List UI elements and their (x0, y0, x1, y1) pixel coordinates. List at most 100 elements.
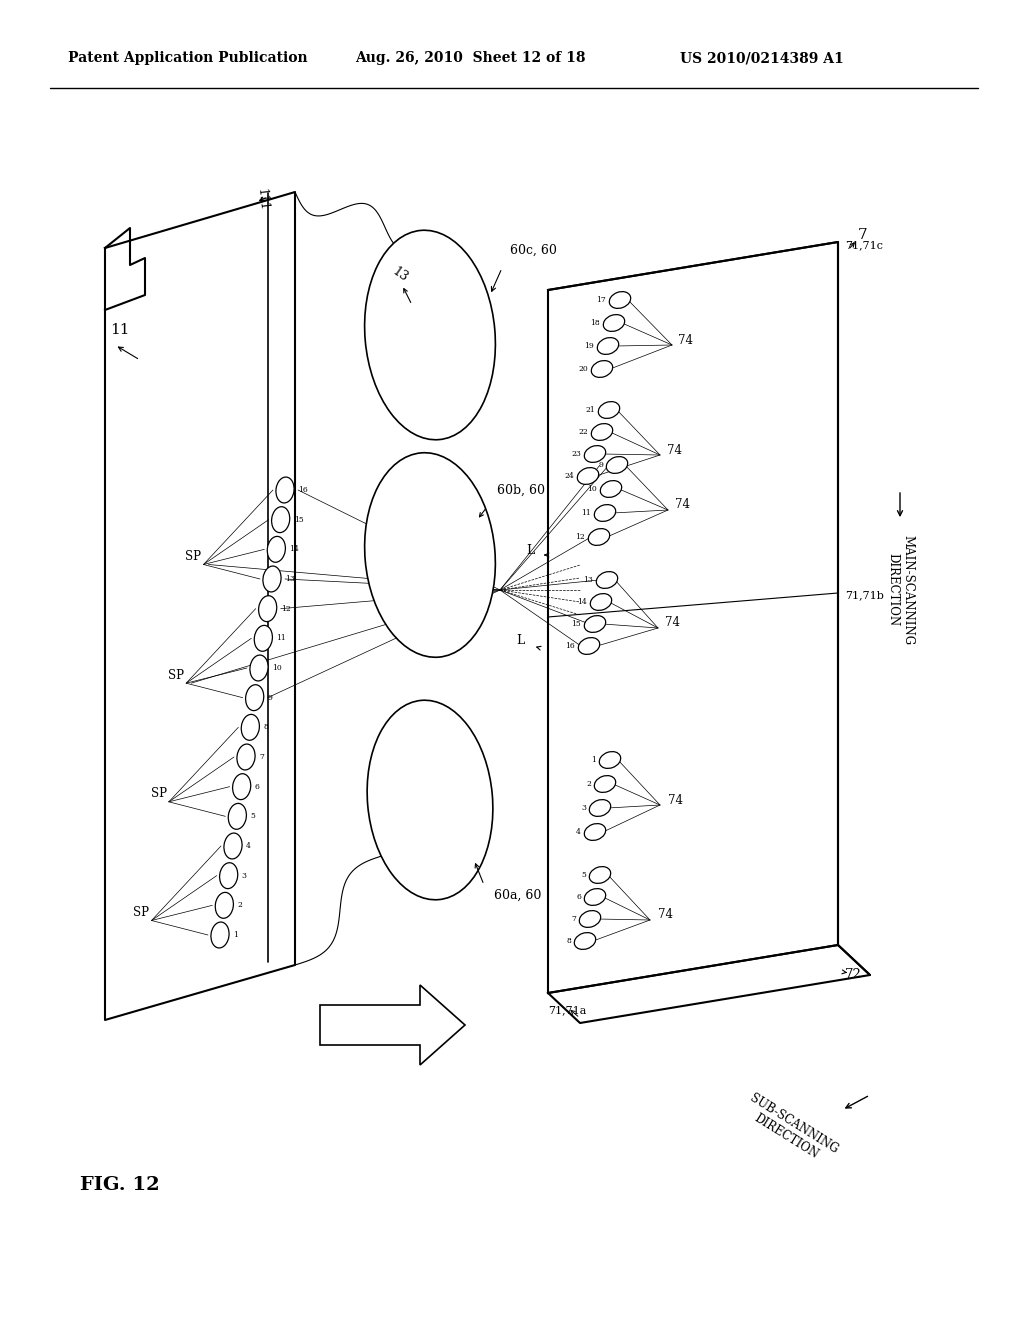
Ellipse shape (246, 685, 264, 710)
Ellipse shape (232, 774, 251, 800)
Text: 24: 24 (564, 473, 574, 480)
Text: 74: 74 (668, 793, 683, 807)
Ellipse shape (242, 714, 259, 741)
Text: MAIN-SCANNING
DIRECTION: MAIN-SCANNING DIRECTION (886, 535, 914, 645)
Ellipse shape (224, 833, 242, 859)
Text: 74: 74 (665, 615, 680, 628)
Text: 22: 22 (579, 428, 588, 436)
Text: 20: 20 (579, 366, 588, 374)
Ellipse shape (579, 638, 600, 655)
Text: 9: 9 (267, 694, 272, 702)
Text: 11: 11 (276, 635, 286, 643)
Text: 3: 3 (242, 871, 247, 879)
Text: 19: 19 (585, 342, 594, 350)
Text: 10: 10 (272, 664, 282, 672)
Text: 4: 4 (577, 828, 581, 836)
Text: 13: 13 (390, 265, 411, 285)
Text: FIG. 12: FIG. 12 (80, 1176, 160, 1195)
Text: 71,71b: 71,71b (845, 590, 884, 601)
Text: 74: 74 (658, 908, 673, 921)
Ellipse shape (585, 824, 605, 841)
Text: 7: 7 (571, 915, 575, 923)
Text: Aug. 26, 2010  Sheet 12 of 18: Aug. 26, 2010 Sheet 12 of 18 (355, 51, 586, 65)
Ellipse shape (275, 477, 294, 503)
Text: SP: SP (168, 669, 184, 681)
Text: 7: 7 (858, 228, 867, 242)
Text: 60a, 60: 60a, 60 (494, 888, 542, 902)
Polygon shape (319, 985, 465, 1065)
Text: SUB-SCANNING
DIRECTION: SUB-SCANNING DIRECTION (739, 1092, 841, 1168)
Ellipse shape (271, 507, 290, 532)
Ellipse shape (589, 528, 609, 545)
Ellipse shape (599, 751, 621, 768)
Text: 23: 23 (571, 450, 581, 458)
Text: 6: 6 (577, 894, 581, 902)
Text: SP: SP (151, 787, 167, 800)
Text: 72: 72 (845, 969, 862, 982)
Text: 11: 11 (110, 323, 129, 337)
Ellipse shape (250, 655, 268, 681)
Text: 10: 10 (587, 484, 597, 492)
Text: 4: 4 (246, 842, 251, 850)
Text: 8: 8 (566, 937, 571, 945)
Text: 5: 5 (582, 871, 586, 879)
Text: SP: SP (133, 906, 150, 919)
Ellipse shape (591, 424, 612, 441)
Ellipse shape (594, 776, 615, 792)
Text: Patent Application Publication: Patent Application Publication (68, 51, 307, 65)
Ellipse shape (594, 504, 615, 521)
Ellipse shape (598, 401, 620, 418)
Text: 12: 12 (281, 605, 291, 612)
Ellipse shape (574, 933, 596, 949)
Text: 74: 74 (675, 499, 690, 511)
Text: 16: 16 (565, 642, 575, 649)
Text: 111: 111 (255, 189, 270, 211)
Ellipse shape (365, 453, 496, 657)
Ellipse shape (267, 536, 286, 562)
Ellipse shape (368, 700, 493, 900)
Text: 60b, 60: 60b, 60 (497, 483, 545, 496)
Text: 1: 1 (233, 931, 238, 939)
Text: 8: 8 (263, 723, 268, 731)
Text: 14: 14 (290, 545, 299, 553)
Text: 17: 17 (596, 296, 606, 304)
Text: 14: 14 (578, 598, 587, 606)
Text: 60c, 60: 60c, 60 (510, 243, 557, 256)
Text: 16: 16 (298, 486, 308, 494)
Ellipse shape (254, 626, 272, 651)
Text: 15: 15 (571, 620, 581, 628)
Ellipse shape (609, 292, 631, 309)
Ellipse shape (606, 457, 628, 474)
Text: 2: 2 (586, 780, 591, 788)
Text: 13: 13 (583, 576, 593, 583)
Ellipse shape (365, 230, 496, 440)
Text: 13: 13 (285, 576, 295, 583)
Ellipse shape (263, 566, 281, 591)
Ellipse shape (585, 888, 605, 906)
Ellipse shape (600, 480, 622, 498)
Ellipse shape (585, 615, 605, 632)
Text: 21: 21 (586, 407, 595, 414)
Ellipse shape (580, 911, 601, 928)
Ellipse shape (589, 800, 610, 816)
Ellipse shape (219, 863, 238, 888)
Ellipse shape (603, 314, 625, 331)
Ellipse shape (211, 923, 229, 948)
Text: 11: 11 (582, 510, 591, 517)
Text: 6: 6 (255, 783, 259, 791)
Text: 74: 74 (678, 334, 693, 346)
Text: 2: 2 (238, 902, 243, 909)
Ellipse shape (259, 595, 276, 622)
Text: 15: 15 (294, 516, 303, 524)
Text: 18: 18 (590, 319, 600, 327)
Text: 12: 12 (575, 533, 585, 541)
Ellipse shape (585, 446, 605, 462)
Ellipse shape (596, 572, 617, 589)
Text: 71,71c: 71,71c (845, 240, 883, 249)
Text: 74: 74 (667, 444, 682, 457)
Ellipse shape (597, 338, 618, 354)
Text: 5: 5 (250, 812, 255, 820)
Ellipse shape (215, 892, 233, 919)
Text: L: L (516, 634, 524, 647)
Ellipse shape (589, 867, 610, 883)
